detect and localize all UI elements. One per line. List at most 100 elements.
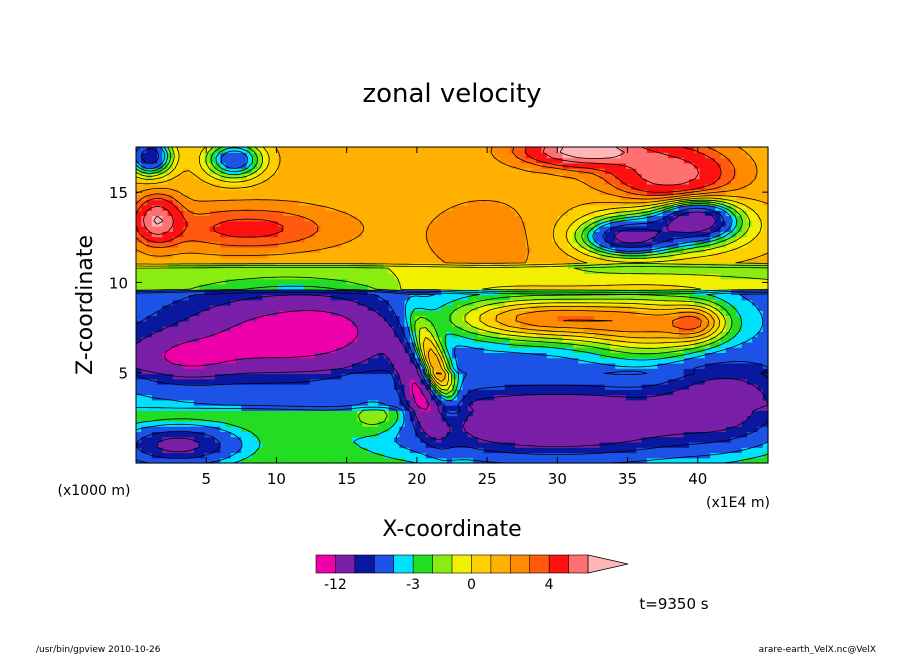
heatmap-cell bbox=[641, 347, 648, 353]
heatmap-cell bbox=[594, 305, 601, 311]
heatmap-cell bbox=[193, 331, 200, 338]
heatmap-cell bbox=[336, 389, 342, 396]
heatmap-cell bbox=[325, 373, 332, 380]
heatmap-cell bbox=[436, 441, 443, 448]
heatmap-cell bbox=[652, 410, 658, 417]
heatmap-cell bbox=[546, 305, 553, 311]
heatmap-cell bbox=[473, 336, 479, 343]
heatmap-cell bbox=[209, 431, 216, 438]
heatmap-cell bbox=[288, 378, 295, 385]
heatmap-cell bbox=[204, 252, 211, 259]
heatmap-cell bbox=[193, 394, 200, 401]
heatmap-cell bbox=[731, 299, 737, 306]
heatmap-cell bbox=[715, 420, 722, 427]
heatmap-cell bbox=[552, 283, 558, 290]
heatmap-cell bbox=[499, 268, 506, 274]
heatmap-cell bbox=[162, 268, 169, 274]
heatmap-cell bbox=[288, 299, 295, 306]
heatmap-cell bbox=[552, 436, 558, 443]
heatmap-cell bbox=[404, 241, 411, 248]
heatmap-cell bbox=[678, 405, 685, 411]
heatmap-cell bbox=[683, 278, 690, 285]
heatmap-cell bbox=[599, 405, 606, 411]
heatmap-cell bbox=[557, 457, 564, 464]
heatmap-cell bbox=[362, 257, 369, 264]
heatmap-cell bbox=[236, 368, 242, 375]
heatmap-cell bbox=[462, 262, 469, 269]
heatmap-cell bbox=[351, 426, 358, 432]
heatmap-cell bbox=[388, 447, 395, 454]
heatmap-cell bbox=[731, 447, 737, 454]
heatmap-cell bbox=[430, 336, 437, 343]
heatmap-cell bbox=[604, 326, 611, 332]
heatmap-cell bbox=[325, 436, 332, 443]
heatmap-cell bbox=[594, 357, 601, 364]
heatmap-cell bbox=[151, 431, 158, 438]
heatmap-cell bbox=[631, 273, 637, 280]
heatmap-cell bbox=[636, 373, 643, 380]
heatmap-cell bbox=[494, 457, 500, 464]
heatmap-cell bbox=[683, 457, 690, 464]
heatmap-cell bbox=[209, 357, 216, 364]
heatmap-cell bbox=[162, 420, 169, 427]
heatmap-cell bbox=[704, 305, 711, 311]
heatmap-cell bbox=[625, 341, 632, 348]
heatmap-cell bbox=[615, 283, 622, 290]
heatmap-cell bbox=[515, 247, 522, 253]
heatmap-cell bbox=[151, 452, 158, 459]
heatmap-cell bbox=[162, 373, 169, 380]
heatmap-cell bbox=[209, 326, 216, 332]
heatmap-cell bbox=[209, 294, 216, 301]
heatmap-cell bbox=[473, 362, 479, 369]
heatmap-cell bbox=[209, 447, 216, 454]
heatmap-cell bbox=[673, 257, 680, 264]
heatmap-cell bbox=[483, 441, 490, 448]
heatmap-cell bbox=[136, 241, 142, 248]
heatmap-cell bbox=[694, 452, 701, 459]
heatmap-cell bbox=[209, 331, 216, 338]
heatmap-cell bbox=[520, 247, 527, 253]
heatmap-cell bbox=[731, 415, 737, 422]
heatmap-cell bbox=[141, 283, 148, 290]
heatmap-cell bbox=[704, 441, 711, 448]
heatmap-cell bbox=[446, 436, 453, 443]
heatmap-cell bbox=[683, 431, 690, 438]
heatmap-cell bbox=[715, 347, 722, 353]
heatmap-cell bbox=[657, 441, 664, 448]
heatmap-cell bbox=[388, 410, 395, 417]
heatmap-cell bbox=[657, 294, 664, 301]
heatmap-cell bbox=[230, 294, 237, 301]
heatmap-cell bbox=[457, 384, 464, 390]
heatmap-cell bbox=[330, 257, 337, 264]
heatmap-cell bbox=[178, 305, 184, 311]
heatmap-cell bbox=[715, 252, 722, 259]
heatmap-cell bbox=[272, 336, 279, 343]
heatmap-cell bbox=[583, 247, 590, 253]
heatmap-cell bbox=[520, 310, 527, 317]
heatmap-cell bbox=[230, 347, 237, 353]
heatmap-cell bbox=[278, 283, 285, 290]
heatmap-cell bbox=[378, 310, 385, 317]
heatmap-cell bbox=[467, 294, 474, 301]
heatmap-cell bbox=[167, 384, 174, 390]
heatmap-cell bbox=[531, 384, 537, 390]
heatmap-cell bbox=[309, 341, 316, 348]
heatmap-cell bbox=[251, 384, 258, 390]
heatmap-cell bbox=[204, 289, 211, 296]
heatmap-cell bbox=[762, 315, 769, 322]
heatmap-cell bbox=[378, 341, 385, 348]
heatmap-cell bbox=[710, 336, 716, 343]
heatmap-cell bbox=[330, 447, 337, 454]
heatmap-cell bbox=[136, 441, 142, 448]
heatmap-cell bbox=[167, 257, 174, 264]
heatmap-cell bbox=[367, 447, 374, 454]
heatmap-cell bbox=[720, 320, 727, 327]
heatmap-cell bbox=[215, 268, 221, 274]
heatmap-cell bbox=[594, 257, 601, 264]
heatmap-cell bbox=[673, 399, 680, 406]
heatmap-cell bbox=[362, 457, 369, 464]
heatmap-cell bbox=[304, 452, 311, 459]
heatmap-cell bbox=[230, 447, 237, 454]
heatmap-cell bbox=[146, 294, 153, 301]
heatmap-cell bbox=[478, 457, 485, 464]
